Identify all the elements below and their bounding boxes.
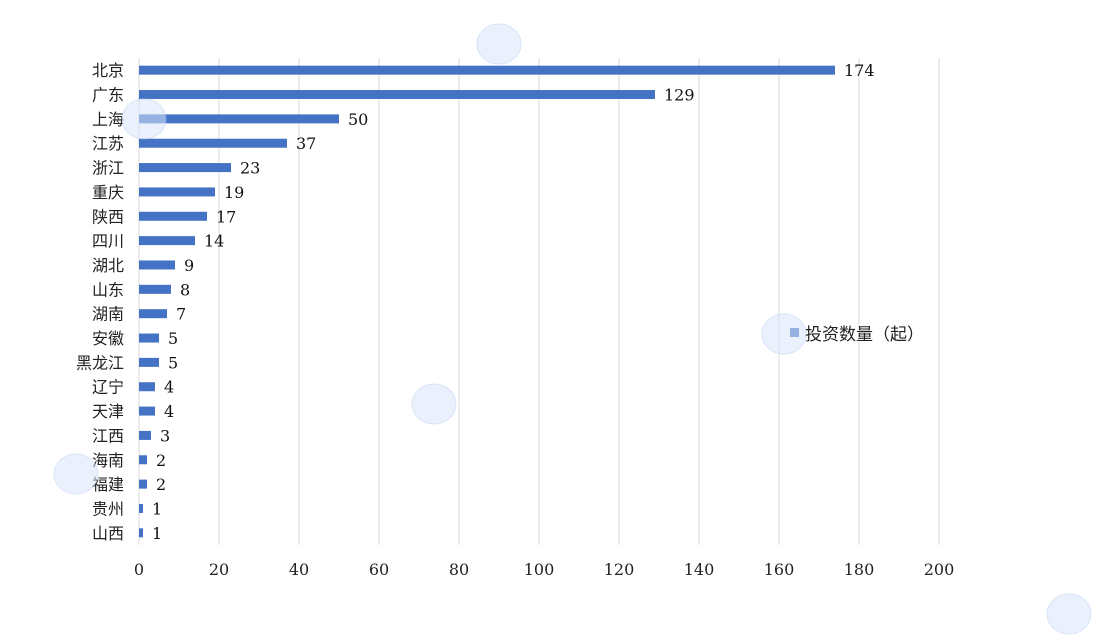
bar <box>139 236 195 246</box>
gridlines <box>138 58 940 545</box>
bar <box>139 65 835 75</box>
category-label: 山西 <box>92 524 124 543</box>
x-tick-label: 140 <box>684 560 715 579</box>
category-label: 湖南 <box>92 305 124 324</box>
data-label: 9 <box>184 256 194 275</box>
data-label: 1 <box>152 524 162 543</box>
data-label: 17 <box>216 207 236 226</box>
data-label: 1 <box>152 499 162 518</box>
data-label: 2 <box>156 451 166 470</box>
x-tick-label: 0 <box>134 560 144 579</box>
x-tick-label: 160 <box>764 560 795 579</box>
data-label: 8 <box>180 280 190 299</box>
legend-label: 投资数量（起） <box>805 325 924 345</box>
data-label: 4 <box>164 378 174 397</box>
bar <box>139 357 159 367</box>
data-label: 23 <box>240 159 260 178</box>
watermark-logo-icon <box>1045 590 1093 642</box>
bar <box>139 430 151 440</box>
data-label: 5 <box>168 353 178 372</box>
x-tick-label: 80 <box>449 560 469 579</box>
watermark-logo-icon <box>475 20 523 72</box>
data-label: 19 <box>224 183 244 202</box>
category-label: 北京 <box>92 61 124 80</box>
category-label: 安徽 <box>92 329 124 348</box>
x-tick-label: 100 <box>524 560 555 579</box>
bar <box>139 406 155 416</box>
bar <box>139 163 231 173</box>
category-label: 山东 <box>92 280 124 299</box>
category-label: 贵州 <box>92 499 124 518</box>
category-label: 天津 <box>92 402 124 421</box>
data-label: 174 <box>844 61 875 80</box>
data-label: 4 <box>164 402 174 421</box>
bar <box>139 455 147 465</box>
x-tick-label: 120 <box>604 560 635 579</box>
bar <box>139 90 655 100</box>
bar <box>139 260 175 270</box>
watermark-logo-icon <box>52 450 100 502</box>
watermark-logo-icon <box>410 380 458 432</box>
bar <box>139 382 155 392</box>
data-labels: 174 129 50 37 23 19 17 14 9 8 7 5 5 4 4 3 2 2 1 1 <box>152 61 875 543</box>
x-axis-ticks: 0 20 40 60 80 100 120 140 160 180 200 <box>134 560 954 579</box>
x-tick-label: 20 <box>209 560 229 579</box>
bar <box>139 114 339 124</box>
data-label: 14 <box>204 232 224 251</box>
category-label: 重庆 <box>92 183 124 202</box>
category-label: 福建 <box>92 475 124 494</box>
bars <box>139 65 835 538</box>
data-label: 3 <box>160 426 170 445</box>
watermark-logo-icon <box>760 310 808 362</box>
bar <box>139 187 215 197</box>
x-tick-label: 200 <box>924 560 955 579</box>
x-tick-label: 180 <box>844 560 875 579</box>
bar <box>139 528 143 538</box>
category-label: 浙江 <box>92 159 124 178</box>
category-label: 陕西 <box>92 207 124 226</box>
bar <box>139 479 147 489</box>
bar <box>139 211 207 221</box>
legend: 投资数量（起） <box>790 320 924 345</box>
category-label: 四川 <box>92 232 124 251</box>
data-label: 50 <box>348 110 368 129</box>
category-label: 辽宁 <box>92 378 124 397</box>
data-label: 2 <box>156 475 166 494</box>
category-label: 湖北 <box>92 256 124 275</box>
data-label: 37 <box>296 134 316 153</box>
x-tick-label: 40 <box>289 560 309 579</box>
category-label: 海南 <box>92 451 124 470</box>
watermark-logo-icon <box>120 95 168 147</box>
data-label: 129 <box>664 86 695 105</box>
category-labels: 北京广东上海江苏浙江重庆陕西四川湖北山东湖南安徽黑龙江辽宁天津江西海南福建贵州山… <box>76 61 124 543</box>
bar <box>139 138 287 148</box>
data-label: 7 <box>176 305 186 324</box>
category-label: 江苏 <box>92 134 124 153</box>
category-label: 广东 <box>92 86 124 105</box>
bar <box>139 284 171 294</box>
bar <box>139 333 159 343</box>
bar <box>139 503 143 513</box>
category-label: 上海 <box>92 110 124 129</box>
category-label: 黑龙江 <box>76 353 124 372</box>
data-label: 5 <box>168 329 178 348</box>
bar <box>139 309 167 319</box>
category-label: 江西 <box>92 426 124 445</box>
x-tick-label: 60 <box>369 560 389 579</box>
